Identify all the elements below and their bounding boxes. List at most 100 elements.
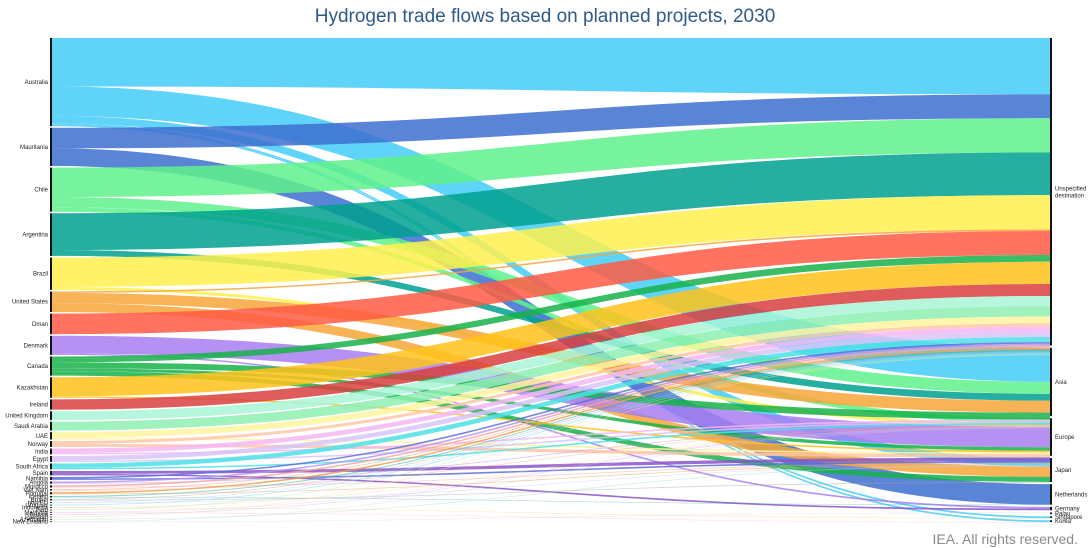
flow-namibia-to-unspecified-destination[interactable] — [52, 342, 1050, 479]
source-node-azerbaijan[interactable] — [50, 518, 52, 520]
source-node-pakistan[interactable] — [50, 516, 52, 518]
flow-non-eu-to-europe[interactable] — [52, 464, 1050, 504]
flow-chile-to-unspecified-destination[interactable] — [52, 118, 1050, 197]
flow-non-eu-to-unspecified-destination[interactable] — [52, 352, 1050, 503]
flow-brunei-to-japan[interactable] — [52, 481, 1050, 501]
source-node-new-zealand[interactable] — [50, 521, 52, 523]
source-node-denmark[interactable] — [50, 335, 52, 355]
source-node-brazil[interactable] — [50, 257, 52, 290]
source-node-argentina[interactable] — [50, 213, 52, 256]
source-node-kazakhstan[interactable] — [50, 377, 52, 398]
flow-brunei-to-unspecified-destination[interactable] — [52, 351, 1050, 500]
flow-uae-to-unspecified-destination[interactable] — [52, 316, 1050, 438]
flow-portugal-to-unspecified-destination[interactable] — [52, 348, 1050, 494]
source-node-uae[interactable] — [50, 432, 52, 440]
flow-indonesia-to-asia[interactable] — [52, 426, 1050, 508]
target-node-korea[interactable] — [1050, 520, 1052, 522]
source-node-australia[interactable] — [50, 38, 52, 127]
source-node-peru[interactable] — [50, 509, 52, 511]
source-node-brunei[interactable] — [50, 499, 52, 501]
source-node-united-states[interactable] — [50, 291, 52, 313]
flow-canada-to-japan[interactable] — [52, 371, 1050, 482]
source-node-united-kingdom[interactable] — [50, 411, 52, 421]
source-node-ireland[interactable] — [50, 399, 52, 410]
source-node-portugal[interactable] — [50, 492, 52, 495]
flow-norway-to-unspecified-destination[interactable] — [52, 323, 1050, 444]
flow-saudi-arabia-to-unspecified-destination[interactable] — [52, 306, 1050, 431]
flow-iceland-to-unspecified-destination[interactable] — [52, 349, 1050, 498]
flow-malaysia-to-asia[interactable] — [52, 426, 1050, 513]
source-node-iceland[interactable] — [50, 496, 52, 498]
source-node-chile[interactable] — [50, 167, 52, 212]
flow-angola-to-asia[interactable] — [52, 424, 1050, 484]
flow-south-africa-to-asia[interactable] — [52, 422, 1050, 470]
flow-viet-nam-to-asia[interactable] — [52, 425, 1050, 491]
target-node-europe[interactable] — [1050, 418, 1052, 456]
flow-egypt-to-asia[interactable] — [52, 421, 1050, 462]
flow-united-kingdom-to-unspecified-destination[interactable] — [52, 295, 1050, 421]
source-node-mauritania[interactable] — [50, 127, 52, 166]
flow-canada-to-unspecified-destination[interactable] — [52, 254, 1050, 363]
flow-mauritania-to-unspecified-destination[interactable] — [52, 94, 1050, 149]
source-label: Norway — [28, 442, 48, 448]
flow-new-zealand-to-palau[interactable] — [52, 512, 1050, 523]
source-node-india[interactable] — [50, 448, 52, 455]
flow-new-zealand-to-asia[interactable] — [52, 427, 1050, 522]
flow-peru-to-unspecified-destination[interactable] — [52, 353, 1050, 511]
source-node-canada[interactable] — [50, 356, 52, 376]
flow-brazil-to-unspecified-destination[interactable] — [52, 195, 1050, 287]
source-node-oman[interactable] — [50, 313, 52, 335]
source-node-angola[interactable] — [50, 481, 52, 484]
flow-india-to-unspecified-destination[interactable] — [52, 326, 1050, 453]
source-label: New Zealand — [13, 520, 48, 526]
target-node-netherlands[interactable] — [1050, 484, 1052, 505]
flow-egypt-to-unspecified-destination[interactable] — [52, 331, 1050, 461]
flow-viet-nam-to-unspecified-destination[interactable] — [52, 347, 1050, 491]
target-node-germany[interactable] — [1050, 506, 1052, 511]
target-node-japan[interactable] — [1050, 458, 1052, 482]
flow-canada-to-europe[interactable] — [52, 368, 1050, 451]
flow-iceland-to-netherlands[interactable] — [52, 497, 1050, 506]
source-node-morocco[interactable] — [50, 485, 52, 488]
flow-pakistan-to-unspecified-destination[interactable] — [52, 354, 1050, 518]
target-node-unspecified-destination[interactable] — [1050, 38, 1052, 346]
flow-indonesia-to-singapore[interactable] — [52, 507, 1050, 519]
flow-spain-to-europe[interactable] — [52, 457, 1050, 474]
target-label: Korea — [1055, 519, 1072, 525]
source-node-viet-nam[interactable] — [50, 489, 52, 491]
target-node-palau[interactable] — [1050, 512, 1052, 515]
flow-azerbaijan-to-europe[interactable] — [52, 464, 1050, 520]
flow-argentina-to-unspecified-destination[interactable] — [52, 152, 1050, 251]
source-node-egypt[interactable] — [50, 456, 52, 462]
flow-denmark-to-germany[interactable] — [52, 353, 1050, 509]
source-node-uruguay[interactable] — [50, 504, 52, 506]
target-node-asia[interactable] — [1050, 347, 1052, 417]
source-node-south-africa[interactable] — [50, 463, 52, 470]
source-node-saudi-arabia[interactable] — [50, 421, 52, 431]
flow-india-to-asia[interactable] — [52, 419, 1050, 455]
source-node-russia[interactable] — [50, 514, 52, 516]
flow-russia-to-asia[interactable] — [52, 427, 1050, 515]
source-node-non-eu[interactable] — [50, 502, 52, 504]
flow-norway-to-europe[interactable] — [52, 443, 1050, 458]
flow-united-states-to-unspecified-destination[interactable] — [52, 229, 1050, 293]
flow-morocco-to-unspecified-destination[interactable] — [52, 345, 1050, 487]
flow-ireland-to-unspecified-destination[interactable] — [52, 284, 1050, 410]
flow-chile-to-asia[interactable] — [52, 196, 1050, 394]
flow-australia-to-unspecified-destination[interactable] — [52, 38, 1050, 95]
flow-south-africa-to-unspecified-destination[interactable] — [52, 336, 1050, 468]
flow-oman-to-unspecified-destination[interactable] — [52, 231, 1050, 335]
flow-kazakhstan-to-unspecified-destination[interactable] — [52, 261, 1050, 397]
source-node-spain[interactable] — [50, 470, 52, 476]
flow-uruguay-to-unspecified-destination[interactable] — [52, 352, 1050, 506]
flow-chile-to-europe[interactable] — [52, 207, 1050, 424]
flow-portugal-to-europe[interactable] — [52, 463, 1050, 495]
flow-namibia-to-europe[interactable] — [52, 460, 1050, 480]
target-node-singapore[interactable] — [1050, 516, 1052, 519]
source-node-indonesia[interactable] — [50, 507, 52, 508]
source-node-namibia[interactable] — [50, 476, 52, 480]
source-node-norway[interactable] — [50, 441, 52, 447]
flow-angola-to-unspecified-destination[interactable] — [52, 343, 1050, 483]
flow-kazakhstan-to-europe[interactable] — [52, 396, 1050, 453]
source-node-malaysia[interactable] — [50, 511, 52, 513]
